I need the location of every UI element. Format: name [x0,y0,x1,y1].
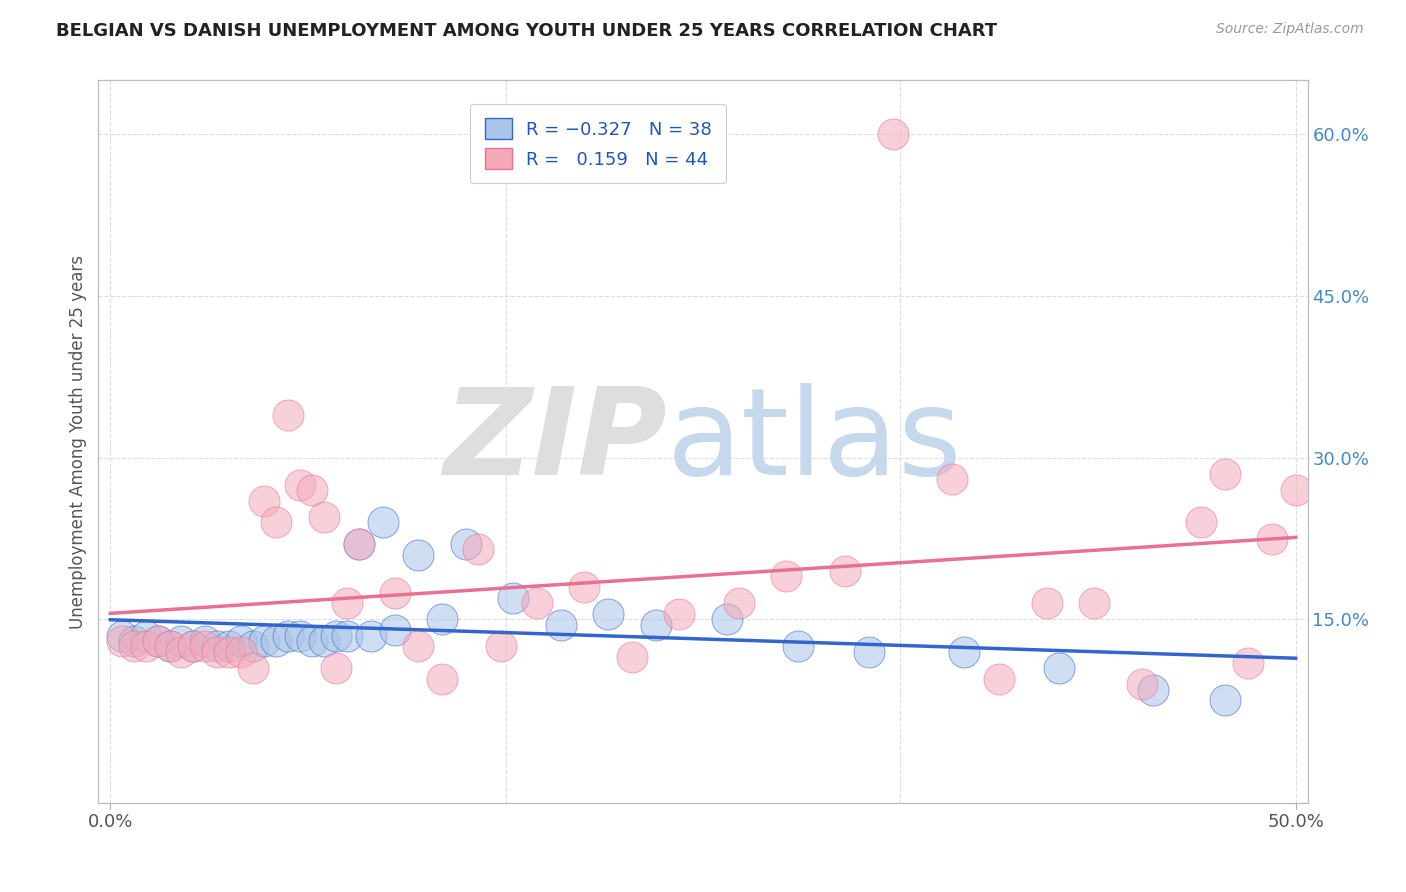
Point [264,634,287,648]
Point [775,569,797,583]
Point [384,585,406,599]
Point [146,634,169,648]
Point [312,510,335,524]
Point [111,634,134,648]
Point [181,640,204,654]
Point [727,596,749,610]
Point [122,640,145,654]
Point [205,640,228,654]
Point [432,612,454,626]
Point [988,672,1011,686]
Point [858,645,880,659]
Point [194,640,217,654]
Point [301,483,323,497]
Point [277,408,299,422]
Y-axis label: Unemployment Among Youth under 25 years: Unemployment Among Youth under 25 years [69,254,87,629]
Point [218,645,240,659]
Point [122,634,145,648]
Point [135,629,157,643]
Point [336,596,359,610]
Point [288,477,311,491]
Point [1047,661,1070,675]
Point [1142,682,1164,697]
Point [336,629,359,643]
Point [1130,677,1153,691]
Point [218,640,240,654]
Point [620,650,643,665]
Point [159,640,181,654]
Point [384,624,406,638]
Point [786,640,808,654]
Point [264,516,287,530]
Point [253,634,276,648]
Point [242,640,264,654]
Point [135,640,157,654]
Point [491,640,513,654]
Point [288,629,311,643]
Point [834,564,856,578]
Point [229,645,252,659]
Text: ZIP: ZIP [443,383,666,500]
Text: Source: ZipAtlas.com: Source: ZipAtlas.com [1216,22,1364,37]
Point [159,640,181,654]
Point [502,591,524,605]
Point [194,634,217,648]
Point [668,607,690,621]
Point [1261,532,1284,546]
Point [146,634,169,648]
Point [360,629,382,643]
Point [325,629,347,643]
Point [550,618,572,632]
Point [371,516,394,530]
Point [408,548,430,562]
Point [467,542,489,557]
Point [1036,596,1059,610]
Point [312,634,335,648]
Legend: R = −0.327   N = 38, R =   0.159   N = 44: R = −0.327 N = 38, R = 0.159 N = 44 [470,103,727,184]
Point [277,629,299,643]
Text: BELGIAN VS DANISH UNEMPLOYMENT AMONG YOUTH UNDER 25 YEARS CORRELATION CHART: BELGIAN VS DANISH UNEMPLOYMENT AMONG YOU… [56,22,997,40]
Point [644,618,666,632]
Point [170,634,193,648]
Point [1213,693,1236,707]
Point [205,645,228,659]
Point [229,634,252,648]
Point [347,537,370,551]
Point [454,537,477,551]
Point [325,661,347,675]
Point [181,640,204,654]
Point [1083,596,1105,610]
Point [170,645,193,659]
Text: atlas: atlas [666,383,962,500]
Point [716,612,738,626]
Point [598,607,620,621]
Point [253,493,276,508]
Point [1189,516,1212,530]
Point [242,661,264,675]
Point [574,580,596,594]
Point [347,537,370,551]
Point [1285,483,1308,497]
Point [111,629,134,643]
Point [941,472,963,486]
Point [1237,656,1260,670]
Point [408,640,430,654]
Point [301,634,323,648]
Point [952,645,974,659]
Point [1213,467,1236,481]
Point [432,672,454,686]
Point [882,127,904,141]
Point [526,596,548,610]
